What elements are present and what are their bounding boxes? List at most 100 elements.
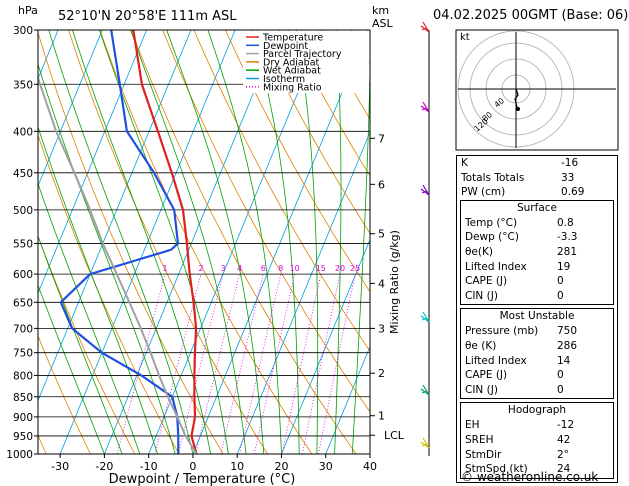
isotherm-line (236, 131, 370, 454)
wind-barb (420, 101, 430, 113)
mixing-ratio-line (239, 274, 282, 454)
isotherm-line (59, 30, 236, 454)
hodograph-unit: kt (460, 32, 470, 43)
temperature-tick-label: -10 (140, 460, 158, 473)
pressure-tick-label: 400 (13, 126, 33, 138)
pressure-tick-label: 600 (13, 269, 33, 281)
mixing-ratio-label: 10 (290, 264, 300, 273)
mu-row: CIN (J) 0 (465, 383, 564, 396)
mixing-ratio-label: 20 (335, 264, 345, 273)
mixing-ratio-labels: 1 2 3 4 6 8 10 15 20 25 (163, 264, 361, 273)
asl-label: ASL (372, 17, 394, 30)
thermo-grid (0, 30, 370, 454)
surface-row: Lifted Index 19 (465, 260, 571, 273)
mixing-ratio-line (281, 274, 322, 454)
isotherm-line (325, 345, 370, 454)
location-label: 52°10'N 20°58'E 111m ASL (58, 9, 237, 24)
temperature-line (132, 30, 198, 454)
pressure-tick-label: 300 (13, 25, 33, 37)
wind-barb (420, 184, 430, 196)
hodo-row: EH -12 (465, 419, 575, 432)
isotherm-line (192, 30, 369, 454)
hodo-row: SREH 42 (465, 433, 571, 446)
wind-barb (420, 437, 430, 449)
isotherm-line (38, 30, 192, 402)
wind-barb (420, 21, 430, 33)
index-row: K -16 (461, 157, 579, 169)
surface-row: Temp (°C) 0.8 (465, 216, 574, 229)
hodograph: kt 120 80 40 (455, 29, 619, 151)
mixing-ratio-label: 15 (316, 264, 326, 273)
hodo-row: StmDir 2° (465, 448, 569, 461)
wind-profile (420, 21, 430, 456)
temperature-tick-label: -30 (51, 460, 69, 473)
mu-row: Pressure (mb) 750 (465, 325, 578, 338)
dry-adiabat-line (225, 30, 370, 293)
hodograph-trace (514, 88, 519, 108)
pressure-tick-label: 700 (13, 323, 33, 335)
hodograph-section: Hodograph EH -12 SREH 42 StmDir 2° StmSpd (… (460, 402, 614, 479)
mixing-ratio-label: 25 (350, 264, 360, 273)
wet-adiabat-line (295, 30, 319, 454)
storm-motion-marker (516, 107, 520, 111)
pressure-axis: 300 350 400 450 500 550 600 650 700 750 800 850 900 9… (6, 25, 38, 461)
dry-adiabat-line (193, 30, 370, 352)
legend-entry: Isotherm (263, 74, 305, 85)
pressure-tick-label: 550 (13, 238, 33, 250)
height-tick-label: LCL (384, 429, 405, 442)
pressure-tick-label: 950 (13, 431, 33, 443)
legend-entry: Temperature (262, 33, 323, 44)
height-tick-label: 3 (378, 322, 385, 335)
height-tick-label: 7 (378, 132, 385, 145)
height-tick-label: 6 (378, 178, 385, 191)
x-axis-title: Dewpoint / Temperature (°C) (109, 472, 296, 486)
isotherm-line (281, 238, 370, 454)
height-tick-label: 5 (378, 228, 385, 241)
isotherm-line (148, 30, 325, 454)
dry-adiabat-line (256, 30, 370, 235)
surface-row: Dewp (°C) -3.3 (465, 231, 578, 244)
hodo-row: StmSpd (kt) 24 (465, 463, 571, 476)
isotherm-line (104, 30, 280, 454)
mixing-ratio-label: 4 (237, 264, 242, 273)
dry-adiabat-line (0, 30, 2, 454)
surface-row: CIN (J) 0 (465, 289, 564, 302)
wet-adiabat-line (166, 30, 265, 454)
surface-row: θe(K) 281 (465, 245, 578, 258)
dry-adiabat-line (38, 334, 91, 454)
isotherm-line (38, 30, 103, 187)
pressure-tick-label: 900 (13, 412, 33, 424)
mixing-ratio-line (220, 274, 264, 454)
km-label: km (372, 4, 389, 17)
mixing-ratio-label: 3 (221, 264, 226, 273)
temperature-tick-label: 40 (363, 460, 377, 473)
mu-row: CAPE (J) 0 (465, 369, 564, 382)
index-row: Totals Totals 33 (461, 171, 575, 184)
mixing-ratio-line (302, 274, 341, 454)
legend-entry: Parcel Trajectory (263, 49, 342, 60)
dewpoint-line (59, 30, 180, 454)
pressure-tick-label: 800 (13, 370, 33, 382)
mixing-ratio-axis-title: Mixing Ratio (g/kg) (388, 230, 401, 334)
pressure-unit-label: hPa (18, 4, 38, 17)
isotherm-line (0, 30, 14, 454)
mixing-ratio-line (253, 274, 296, 454)
height-tick-label: 2 (378, 367, 385, 380)
mu-row: θe (K) 286 (465, 339, 578, 352)
mixing-ratio-label: 8 (278, 264, 283, 273)
pressure-tick-label: 750 (13, 348, 33, 360)
wind-barb (420, 384, 430, 396)
pressure-tick-label: 1000 (6, 449, 33, 461)
wet-adiabat-line (252, 30, 300, 454)
mixing-ratio-line (318, 274, 356, 454)
mixing-ratio-line (178, 273, 224, 454)
section-title: Most Unstable (499, 310, 575, 323)
temperature-tick-label: 30 (319, 460, 333, 473)
mixing-ratio-label: 2 (198, 264, 203, 273)
pressure-tick-label: 650 (13, 297, 33, 309)
run-datetime: 04.02.2025 00GMT (Base: 06) (433, 8, 629, 23)
legend-entry: Wet Adiabat (263, 66, 321, 77)
pressure-tick-label: 500 (13, 205, 33, 217)
